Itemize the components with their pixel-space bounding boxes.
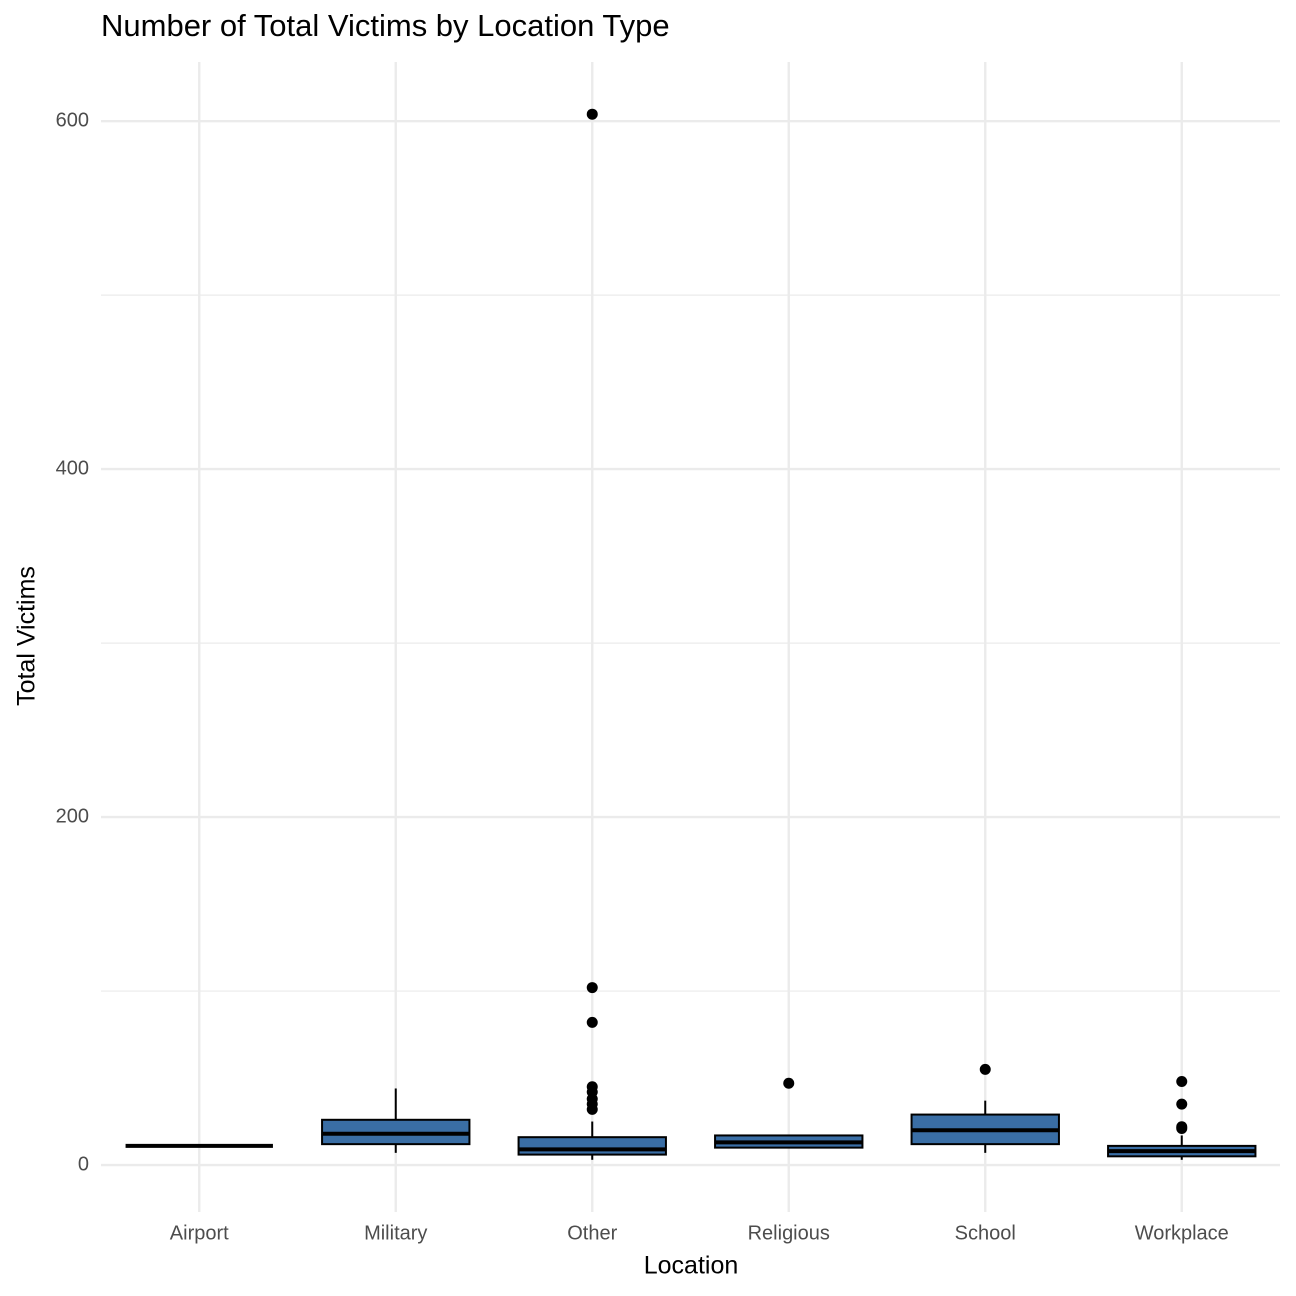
chart-title: Number of Total Victims by Location Type [101,8,670,43]
outlier [586,1016,598,1028]
box [517,1136,667,1156]
x-tick-label: Other [567,1222,617,1244]
y-tick-label: 200 [56,805,89,827]
outlier [979,1063,991,1075]
outlier [586,1103,598,1115]
outlier [1176,1076,1188,1088]
outlier [586,982,598,994]
x-tick-label: School [955,1222,1016,1244]
x-tick-label: Airport [170,1222,229,1244]
y-tick-label: 0 [78,1153,89,1175]
x-axis-title: Location [644,1252,739,1280]
outlier [1176,1098,1188,1110]
outlier [783,1077,795,1089]
x-tick-label: Workplace [1135,1222,1229,1244]
outlier [586,108,598,120]
outlier [1176,1122,1188,1134]
y-axis-title: Total Victims [13,566,41,706]
x-tick-label: Religious [748,1222,830,1244]
y-tick-label: 400 [56,457,89,479]
y-tick-label: 600 [56,109,89,131]
x-tick-label: Military [364,1222,427,1244]
